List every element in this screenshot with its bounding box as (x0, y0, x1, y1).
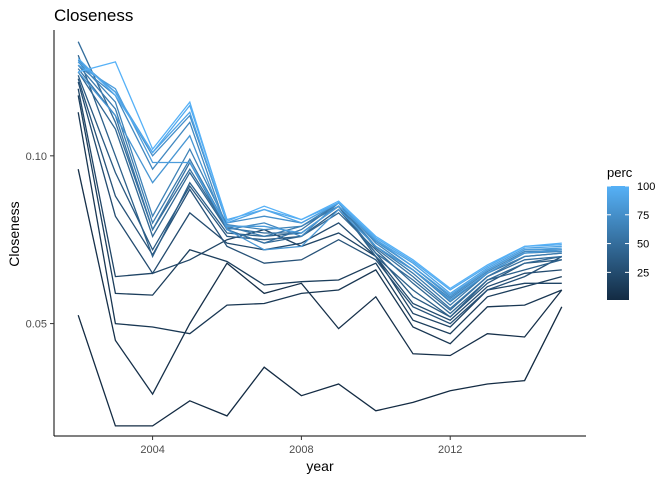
chart-title: Closeness (54, 6, 133, 25)
legend: perc 25 50 75 100 (607, 165, 655, 300)
legend-ticks: 25 50 75 100 (607, 181, 655, 279)
legend-tick-label: 75 (637, 210, 649, 222)
series-line-perc-25 (77, 81, 562, 321)
series-line-perc-85 (77, 64, 562, 296)
legend-title: perc (607, 165, 633, 180)
legend-tick-label: 50 (637, 239, 649, 251)
legend-colorbar (607, 186, 629, 300)
series-line-perc-40 (77, 54, 562, 318)
y-tick-label: 0.10 (26, 151, 47, 163)
legend-tick-label: 25 (637, 267, 649, 279)
series-line-perc-10 (77, 112, 563, 345)
series-line-perc-90 (77, 61, 562, 295)
series-line-perc-35 (77, 75, 562, 318)
series-line-perc-45 (77, 71, 562, 315)
x-tick-label: 2008 (289, 444, 313, 456)
series-line-perc-100 (78, 61, 562, 290)
plot-panel: 2004 2008 2012 0.05 0.10 (26, 30, 586, 456)
ticks-layer: 2004 2008 2012 0.05 0.10 (26, 151, 463, 456)
x-tick-label: 2004 (140, 444, 164, 456)
series-line-perc-95 (77, 58, 562, 291)
series-line-perc-5 (77, 169, 563, 396)
series-line-perc-30 (77, 78, 563, 325)
y-axis-title: Closeness (6, 201, 22, 266)
series-line-perc-80 (77, 71, 562, 301)
series-line-perc-15 (77, 95, 562, 335)
legend-tick-label: 100 (637, 181, 655, 193)
x-tick-label: 2012 (438, 444, 462, 456)
series-layer (77, 41, 563, 427)
y-tick-label: 0.05 (26, 319, 47, 331)
x-axis-title: year (306, 458, 334, 474)
series-line-perc-1 (77, 306, 563, 427)
